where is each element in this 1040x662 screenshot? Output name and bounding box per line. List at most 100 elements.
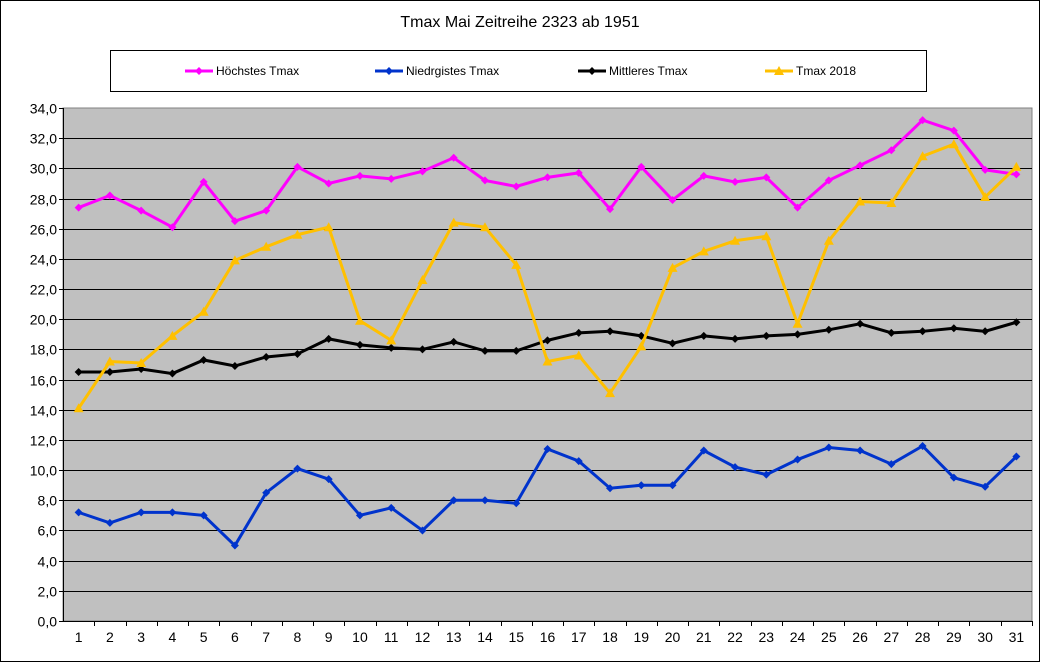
- data-point-diamond: [385, 67, 393, 75]
- data-point-diamond: [418, 167, 427, 176]
- data-point-diamond: [824, 176, 833, 185]
- data-point-diamond: [574, 328, 583, 337]
- data-point-triangle: [292, 229, 303, 239]
- x-tick-label: 14: [477, 629, 493, 645]
- data-point-diamond: [762, 331, 771, 340]
- y-tick-label: 16,0: [30, 373, 57, 389]
- data-point-triangle: [417, 275, 428, 285]
- data-point-triangle: [698, 246, 709, 256]
- data-point-diamond: [324, 179, 333, 188]
- series-2: [74, 318, 1021, 378]
- data-point-diamond: [856, 319, 865, 328]
- data-point-diamond: [574, 457, 583, 466]
- x-tick-label: 4: [169, 629, 177, 645]
- data-point-diamond: [355, 171, 364, 180]
- y-tick-label: 32,0: [30, 131, 57, 147]
- data-point-triangle: [948, 139, 959, 149]
- data-point-diamond: [762, 173, 771, 182]
- x-tick-label: 27: [884, 629, 900, 645]
- data-point-diamond: [199, 355, 208, 364]
- data-point-diamond: [262, 206, 271, 215]
- data-point-diamond: [981, 165, 990, 174]
- x-tick-label: 15: [508, 629, 524, 645]
- y-tick-label: 28,0: [30, 192, 57, 208]
- data-point-diamond: [918, 116, 927, 125]
- data-point-diamond: [668, 481, 677, 490]
- data-point-diamond: [543, 444, 552, 453]
- legend-label: Niedrgistes Tmax: [406, 64, 499, 78]
- x-tick-label: 24: [790, 629, 806, 645]
- x-tick-label: 28: [915, 629, 931, 645]
- data-point-diamond: [699, 446, 708, 455]
- y-tick-label: 8,0: [38, 493, 58, 509]
- y-tick-label: 14,0: [30, 403, 57, 419]
- data-point-diamond: [480, 176, 489, 185]
- y-tick-label: 20,0: [30, 312, 57, 328]
- data-point-diamond: [105, 368, 114, 377]
- data-point-diamond: [137, 508, 146, 517]
- data-point-diamond: [230, 362, 239, 371]
- data-point-diamond: [480, 346, 489, 355]
- y-tick-label: 10,0: [30, 463, 57, 479]
- data-point-diamond: [574, 168, 583, 177]
- y-tick-label: 0,0: [38, 614, 58, 630]
- data-point-diamond: [230, 541, 239, 550]
- x-tick-label: 10: [352, 629, 368, 645]
- data-point-diamond: [887, 460, 896, 469]
- legend-label: Mittleres Tmax: [609, 64, 687, 78]
- data-point-diamond: [199, 177, 208, 186]
- y-tick-label: 26,0: [30, 222, 57, 238]
- data-point-triangle: [917, 151, 928, 161]
- x-tick-label: 23: [759, 629, 775, 645]
- series-1: [74, 441, 1021, 550]
- data-point-diamond: [195, 67, 203, 75]
- data-point-diamond: [949, 126, 958, 135]
- data-point-triangle: [167, 330, 178, 340]
- data-point-diamond: [418, 526, 427, 535]
- y-tick-label: 34,0: [30, 101, 57, 117]
- data-point-triangle: [136, 357, 147, 367]
- data-point-diamond: [105, 191, 114, 200]
- x-tick-label: 16: [540, 629, 556, 645]
- x-tick-label: 30: [977, 629, 993, 645]
- chart-title: Tmax Mai Zeitreihe 2323 ab 1951: [400, 14, 639, 31]
- data-point-triangle: [261, 241, 272, 251]
- data-point-diamond: [606, 484, 615, 493]
- data-point-triangle: [448, 217, 459, 227]
- x-tick-label: 13: [446, 629, 462, 645]
- data-point-diamond: [543, 173, 552, 182]
- data-point-triangle: [198, 306, 209, 316]
- data-point-diamond: [449, 337, 458, 346]
- data-point-triangle: [774, 66, 784, 75]
- data-point-triangle: [605, 388, 616, 398]
- data-point-diamond: [793, 203, 802, 212]
- data-point-triangle: [1011, 161, 1022, 171]
- data-point-diamond: [731, 463, 740, 472]
- x-tick-label: 3: [137, 629, 145, 645]
- data-point-triangle: [542, 356, 553, 366]
- data-point-diamond: [74, 368, 83, 377]
- data-point-diamond: [856, 446, 865, 455]
- data-point-diamond: [168, 369, 177, 378]
- data-point-triangle: [229, 255, 240, 265]
- y-tick-label: 6,0: [38, 523, 58, 539]
- data-point-diamond: [699, 331, 708, 340]
- data-point-diamond: [606, 327, 615, 336]
- data-point-diamond: [137, 365, 146, 374]
- data-point-diamond: [918, 327, 927, 336]
- data-point-diamond: [949, 473, 958, 482]
- data-point-diamond: [512, 499, 521, 508]
- data-point-triangle: [479, 222, 490, 232]
- data-point-diamond: [731, 334, 740, 343]
- data-point-triangle: [73, 403, 84, 413]
- data-point-diamond: [355, 511, 364, 520]
- data-point-diamond: [668, 339, 677, 348]
- x-tick-label: 31: [1009, 629, 1025, 645]
- x-tick-label: 20: [665, 629, 681, 645]
- data-point-diamond: [387, 174, 396, 183]
- data-point-diamond: [293, 464, 302, 473]
- y-tick-label: 2,0: [38, 584, 58, 600]
- data-point-triangle: [792, 318, 803, 328]
- data-point-diamond: [918, 441, 927, 450]
- x-tick-label: 29: [946, 629, 962, 645]
